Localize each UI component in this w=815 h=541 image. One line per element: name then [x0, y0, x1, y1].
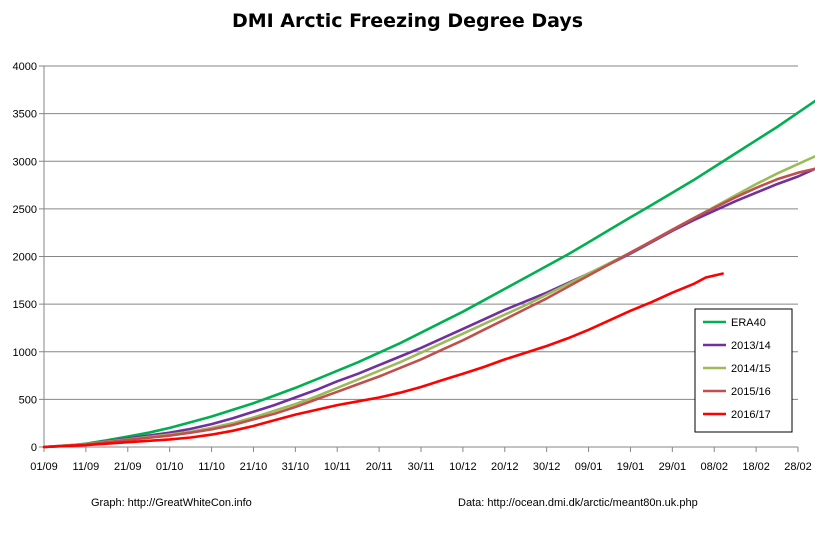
legend-box — [694, 308, 793, 433]
x-tick-label: 20/11 — [366, 461, 393, 473]
graph-credit: Graph: http://GreatWhiteCon.info — [91, 497, 252, 509]
x-tick-label: 11/10 — [198, 461, 225, 473]
y-tick-label: 0 — [31, 442, 37, 454]
legend-label-2015-16: 2015/16 — [731, 386, 771, 398]
series-line-era40 — [42, 99, 815, 449]
x-tick-label: 18/02 — [742, 461, 770, 473]
y-tick-label: 3500 — [13, 109, 37, 121]
x-tick-label: 30/11 — [408, 461, 435, 473]
x-tick-label: 31/10 — [282, 461, 310, 473]
x-tick-label: 20/12 — [491, 461, 519, 473]
series-line-2015-16 — [42, 167, 815, 449]
x-tick-label: 10/12 — [449, 461, 477, 473]
legend-label-era40: ERA40 — [731, 317, 766, 329]
x-tick-label: 21/10 — [240, 461, 268, 473]
legend-label-2013-14: 2013/14 — [731, 340, 771, 352]
series-line-2016-17 — [42, 272, 724, 449]
x-tick-label: 10/11 — [324, 461, 351, 473]
y-tick-label: 4000 — [13, 61, 37, 73]
y-tick-label: 1000 — [13, 347, 37, 359]
legend-label-2014-15: 2014/15 — [731, 363, 771, 375]
x-tick-label: 09/01 — [575, 461, 603, 473]
x-tick-label: 08/02 — [700, 461, 728, 473]
y-tick-label: 500 — [19, 394, 37, 406]
x-tick-label: 19/01 — [617, 461, 645, 473]
chart-title: DMI Arctic Freezing Degree Days — [231, 10, 584, 32]
x-tick-label: 28/02 — [784, 461, 812, 473]
x-tick-label: 30/12 — [533, 461, 561, 473]
legend-label-2016-17: 2016/17 — [731, 409, 771, 421]
series-line-2013-14 — [42, 167, 815, 449]
y-tick-label: 2500 — [13, 204, 37, 216]
x-tick-label: 01/10 — [156, 461, 184, 473]
y-tick-label: 1500 — [13, 299, 37, 311]
x-tick-label: 01/09 — [30, 461, 58, 473]
x-tick-label: 29/01 — [659, 461, 687, 473]
y-tick-label: 2000 — [13, 252, 37, 264]
data-credit: Data: http://ocean.dmi.dk/arctic/meant80… — [458, 497, 698, 509]
y-tick-label: 3000 — [13, 156, 37, 168]
x-tick-label: 21/09 — [114, 461, 142, 473]
x-tick-label: 11/09 — [73, 461, 100, 473]
